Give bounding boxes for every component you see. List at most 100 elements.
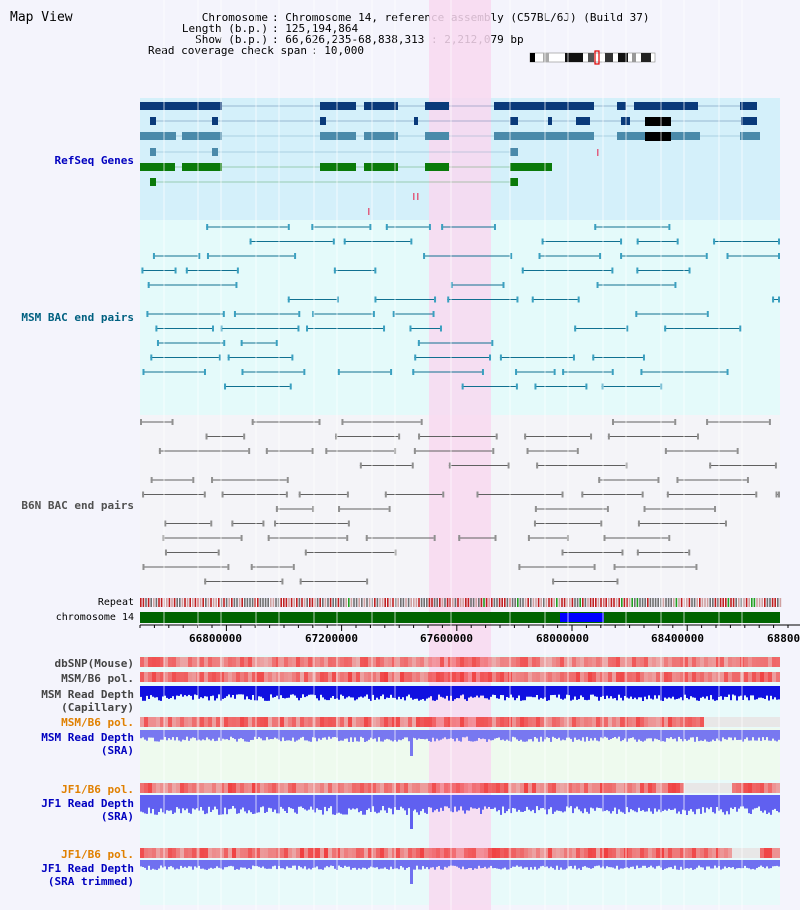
repeat-mark xyxy=(436,598,438,607)
jf1-depth-trim-bar xyxy=(404,860,406,870)
msm-pol2-heat xyxy=(292,717,296,727)
msm-pol2-heat xyxy=(708,717,712,727)
gene-exon xyxy=(182,163,222,171)
msm-depth-cap-bar xyxy=(166,686,168,698)
msm-bac-label[interactable]: MSM BAC end pairs xyxy=(21,311,134,324)
coverage-value: 10,000 xyxy=(324,44,364,57)
jf1-depth-bar xyxy=(486,795,488,809)
msm-depth-sra-bar xyxy=(162,730,164,740)
msm-depth-cap-bar xyxy=(420,686,422,700)
msm-depth-sra-bar xyxy=(204,730,206,741)
jf1-pol1-heat xyxy=(148,783,152,793)
dbsnp-heat xyxy=(700,657,704,667)
msm-depth-sra-bar xyxy=(456,730,458,739)
jf1-depth-trim-bar xyxy=(494,860,496,868)
msm-depth-cap-bar xyxy=(372,686,374,695)
msm-pol2-heat xyxy=(172,717,176,727)
msm-depth-sra-bar xyxy=(254,730,256,737)
jf1-depth-trim-bar xyxy=(678,860,680,870)
chromosome-ideogram[interactable] xyxy=(529,50,656,65)
jf1-depth-trim-bar xyxy=(238,860,240,870)
b6n-bac-end xyxy=(552,578,555,585)
repeat-mark xyxy=(290,598,293,607)
chromosome-bar[interactable] xyxy=(140,612,780,623)
msm-bac-end xyxy=(778,253,780,259)
repeat-mark xyxy=(524,598,527,607)
jf1-pol2-heat xyxy=(192,848,196,858)
highlight-region[interactable] xyxy=(429,0,491,910)
jf1-depth-bar xyxy=(200,795,202,807)
jf1-depth-bar xyxy=(160,795,162,809)
msm-depth-sra-bar xyxy=(534,730,536,737)
msm-bac-end xyxy=(206,253,209,259)
jf1-depth-trim-bar xyxy=(240,860,242,868)
msm-bac-end xyxy=(306,325,309,332)
msm-depth-sra-bar xyxy=(512,730,514,737)
msm-depth-cap-bar xyxy=(352,686,354,698)
jf1-pol2-heat xyxy=(628,848,632,858)
jf1-pol1-heat xyxy=(400,783,404,793)
msm-depth-sra-bar xyxy=(516,730,518,740)
b6n-bac-label[interactable]: B6N BAC end pairs xyxy=(21,499,134,512)
jf1-depth-bar xyxy=(418,795,420,815)
jf1-pol2-heat xyxy=(308,848,312,858)
msm-depth-sra-sub: (SRA) xyxy=(100,744,134,757)
msm-depth-cap-bar xyxy=(554,686,556,695)
msm-depth-cap-bar xyxy=(260,686,262,697)
jf1-pol1-heat xyxy=(168,783,172,793)
b6n-bac-end xyxy=(205,433,208,440)
msm-depth-cap-bar xyxy=(668,686,670,698)
msm-depth-cap-bar xyxy=(374,686,376,700)
repeat-mark xyxy=(166,598,168,607)
jf1-depth-bar xyxy=(700,795,702,814)
jf1-depth-trim-bar xyxy=(562,860,564,870)
jf1-pol1-heat xyxy=(416,783,420,793)
msm-bac-end xyxy=(312,311,315,317)
msm-pol2-heat xyxy=(244,717,248,727)
repeat-mark xyxy=(446,598,449,607)
msm-depth-sra-bar xyxy=(552,730,554,737)
repeat-mark xyxy=(488,598,490,607)
jf1-depth-bar xyxy=(280,795,282,807)
dbsnp-heat xyxy=(560,657,564,667)
jf1-depth-trim-bar xyxy=(762,860,764,867)
msm-depth-cap-bar xyxy=(588,686,590,700)
jf1-depth-bar xyxy=(204,795,206,815)
repeat-mark xyxy=(579,598,581,607)
msm-pol1-heat xyxy=(316,672,320,682)
msm-depth-cap-bar xyxy=(630,686,632,697)
jf1-depth-trim-bar xyxy=(172,860,174,868)
repeat-mark xyxy=(725,598,727,607)
repeat-mark xyxy=(340,598,342,607)
jf1-depth-trim-bar xyxy=(156,860,158,870)
dbsnp-heat xyxy=(328,657,332,667)
msm-depth-sra-bar xyxy=(306,730,308,741)
jf1-depth-bar xyxy=(294,795,296,813)
jf1-depth-bar xyxy=(778,795,780,813)
jf1-pol1-heat xyxy=(336,783,340,793)
refseq-label[interactable]: RefSeq Genes xyxy=(54,154,134,167)
jf1-depth-trim-bar xyxy=(764,860,766,869)
dbsnp-heat xyxy=(216,657,220,667)
msm-pol1-heat xyxy=(604,672,608,682)
msm-depth-sra-bar xyxy=(616,730,618,739)
repeat-mark xyxy=(595,598,597,607)
jf1-depth-trim-bar xyxy=(510,860,512,868)
repeat-mark xyxy=(249,598,251,607)
jf1-depth-bar xyxy=(246,795,248,814)
msm-pol1-heat xyxy=(468,672,472,682)
msm-pol2-heat xyxy=(648,717,652,727)
msm-depth-cap-bar xyxy=(312,686,314,695)
msm-depth-sra-bar xyxy=(582,730,584,738)
jf1-pol1-heat xyxy=(260,783,264,793)
b6n-bac-end xyxy=(657,477,660,483)
msm-depth-cap-bar xyxy=(634,686,636,698)
jf1-pol2-heat xyxy=(288,848,292,858)
jf1-depth-trim-bar xyxy=(268,860,270,869)
jf1-depth-trim-bar xyxy=(310,860,312,870)
jf1-depth-trim-bar xyxy=(160,860,162,866)
msm-depth-cap-bar xyxy=(400,686,402,700)
jf1-depth-bar xyxy=(362,795,364,815)
repeat-mark xyxy=(631,598,633,607)
